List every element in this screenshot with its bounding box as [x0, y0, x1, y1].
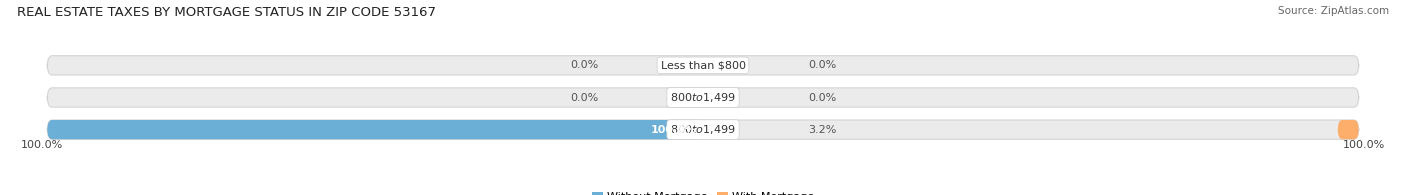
Text: 100.0%: 100.0%	[21, 140, 63, 151]
Text: 0.0%: 0.0%	[569, 60, 598, 70]
Text: 100.0%: 100.0%	[651, 125, 696, 135]
Text: REAL ESTATE TAXES BY MORTGAGE STATUS IN ZIP CODE 53167: REAL ESTATE TAXES BY MORTGAGE STATUS IN …	[17, 6, 436, 19]
Text: $800 to $1,499: $800 to $1,499	[671, 123, 735, 136]
Text: 100.0%: 100.0%	[1343, 140, 1385, 151]
Text: Source: ZipAtlas.com: Source: ZipAtlas.com	[1278, 6, 1389, 16]
Text: Less than $800: Less than $800	[661, 60, 745, 70]
Text: 3.2%: 3.2%	[808, 125, 837, 135]
Legend: Without Mortgage, With Mortgage: Without Mortgage, With Mortgage	[588, 187, 818, 195]
Text: 0.0%: 0.0%	[808, 92, 837, 103]
FancyBboxPatch shape	[48, 56, 1358, 75]
FancyBboxPatch shape	[48, 120, 1358, 139]
Text: 0.0%: 0.0%	[808, 60, 837, 70]
Text: $800 to $1,499: $800 to $1,499	[671, 91, 735, 104]
FancyBboxPatch shape	[48, 88, 1358, 107]
FancyBboxPatch shape	[48, 120, 703, 139]
Text: 0.0%: 0.0%	[569, 92, 598, 103]
FancyBboxPatch shape	[1337, 120, 1358, 139]
